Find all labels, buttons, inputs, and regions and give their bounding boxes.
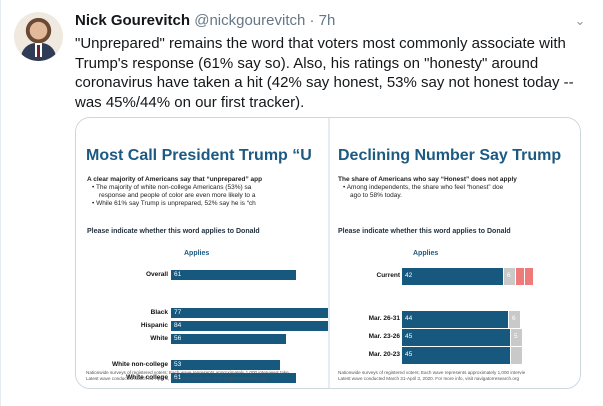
tweet-text-line: was 45%/44% on our first tracker).: [75, 93, 305, 111]
slide-bullet: response and people of color are even mo…: [99, 192, 256, 199]
chart-bar-value: 61: [174, 271, 182, 278]
chart-row-label: Mar. 23-26: [368, 333, 400, 340]
chart-bar-value: 53: [174, 361, 182, 368]
chart-bar-value: 42: [405, 272, 413, 279]
chevron-down-icon[interactable]: ⌄: [574, 13, 586, 28]
footnote-line: Latest wave conducted March 31-April 3, …: [338, 375, 520, 381]
chart-bar-value: 44: [405, 315, 413, 322]
chart-bar-value: 45: [405, 351, 413, 358]
slide-bullet: A clear majority of Americans say that “…: [87, 176, 263, 183]
slide-unprepared[interactable]: Most Call President Trump “U A clear maj…: [76, 118, 328, 388]
footnote-line: Latest wave conducted March 31-April 3, …: [86, 375, 268, 381]
chart-row-label: Mar. 20-23: [368, 351, 400, 358]
chart-bar-value: 56: [174, 335, 182, 342]
chart-bar-value: 61: [174, 374, 182, 381]
slide-honest[interactable]: Declining Number Say Trump The share of …: [330, 118, 580, 388]
author-name[interactable]: Nick Gourevitch: [75, 12, 191, 29]
chart-bar: 61: [171, 270, 296, 280]
chart-bar-value: 45: [405, 333, 413, 340]
chart-row-label: Current: [376, 272, 400, 279]
chart-secondary-segment: 6: [509, 311, 520, 328]
footnote-line: Nationwide surveys of registered voters;…: [338, 370, 526, 375]
column-header: Applies: [413, 250, 439, 257]
media-divider: [328, 118, 330, 388]
tweet-text-line: "Unprepared" remains the word that voter…: [75, 35, 566, 52]
tweet-header: Nick Gourevitch @nickgourevitch · 7h: [75, 12, 335, 32]
chart-row-label: White college: [126, 374, 168, 381]
chart-bar: 42: [402, 268, 503, 285]
chart-bar: 61: [171, 373, 296, 383]
chart-accent-segment: [516, 268, 524, 285]
chart-row-label: White non-college: [112, 361, 168, 368]
chart-bar: 44: [402, 311, 508, 328]
chart-bar-value: 84: [174, 322, 182, 329]
slide-title: Most Call President Trump “U: [86, 147, 312, 164]
chart-row-label: Overall: [145, 271, 168, 278]
slide-question: Please indicate whether this word applie…: [87, 228, 260, 235]
chart-row-label: White: [150, 335, 168, 342]
slide-title: Declining Number Say Trump: [338, 147, 562, 164]
slide-bullet: • While 61% say Trump is unprepared, 52%…: [92, 200, 256, 207]
chart-bar-value: 77: [174, 309, 182, 316]
chart-row-label: Mar. 26-31: [368, 315, 400, 322]
avatar-tie: [37, 45, 40, 57]
chart-secondary-segment: [511, 347, 522, 364]
column-header: Applies: [184, 250, 210, 257]
avatar[interactable]: [14, 12, 63, 61]
chart-bar: 84: [171, 321, 328, 331]
slide-bullets: A clear majority of Americans say that “…: [87, 176, 262, 208]
slide-bullets: The share of Americans who say “Honest” …: [338, 176, 517, 200]
slide-bullet: The share of Americans who say “Honest” …: [338, 176, 517, 183]
tweet-time[interactable]: 7h: [318, 12, 336, 29]
slide-footnote: Nationwide surveys of registered voters;…: [86, 370, 289, 381]
tweet-text: "Unprepared" remains the word that voter…: [75, 34, 590, 112]
tweet-media-gallery[interactable]: Most Call President Trump “U A clear maj…: [75, 117, 581, 389]
chart-bar: 53: [171, 360, 280, 370]
slide-bullet: • The majority of white non-college Amer…: [92, 184, 252, 191]
chart-accent-segment: [525, 268, 533, 285]
chart-row-label: Black: [150, 309, 168, 316]
chart-bar: 56: [171, 334, 286, 344]
tweet-text-line: coronavirus have taken a hit (42% say ho…: [75, 74, 574, 91]
chart-row-label: Hispanic: [140, 322, 168, 329]
footnote-line: Nationwide surveys of registered voters;…: [86, 370, 289, 375]
time-separator: ·: [309, 12, 315, 29]
chart-bar: 77: [171, 308, 328, 318]
slide-bullet: ago to 58% today.: [350, 192, 402, 199]
author-handle[interactable]: @nickgourevitch: [194, 12, 306, 29]
chart-segment-value: 5: [514, 333, 518, 340]
chart-bar: 45: [402, 347, 510, 364]
slide-question: Please indicate whether this word applie…: [338, 228, 511, 235]
chart-secondary-segment: 6: [504, 268, 515, 285]
slide-footnote: Nationwide surveys of registered voters;…: [338, 370, 525, 381]
slide-bullet: • Among independents, the share who feel…: [343, 184, 504, 191]
tweet-text-line: Trump's response (61% say so). Also, his…: [75, 54, 539, 72]
chart-secondary-segment: 5: [511, 329, 522, 346]
chart-segment-value: 6: [512, 315, 516, 322]
chart-segment-value: 6: [507, 272, 511, 279]
chart-bar: 45: [402, 329, 510, 346]
